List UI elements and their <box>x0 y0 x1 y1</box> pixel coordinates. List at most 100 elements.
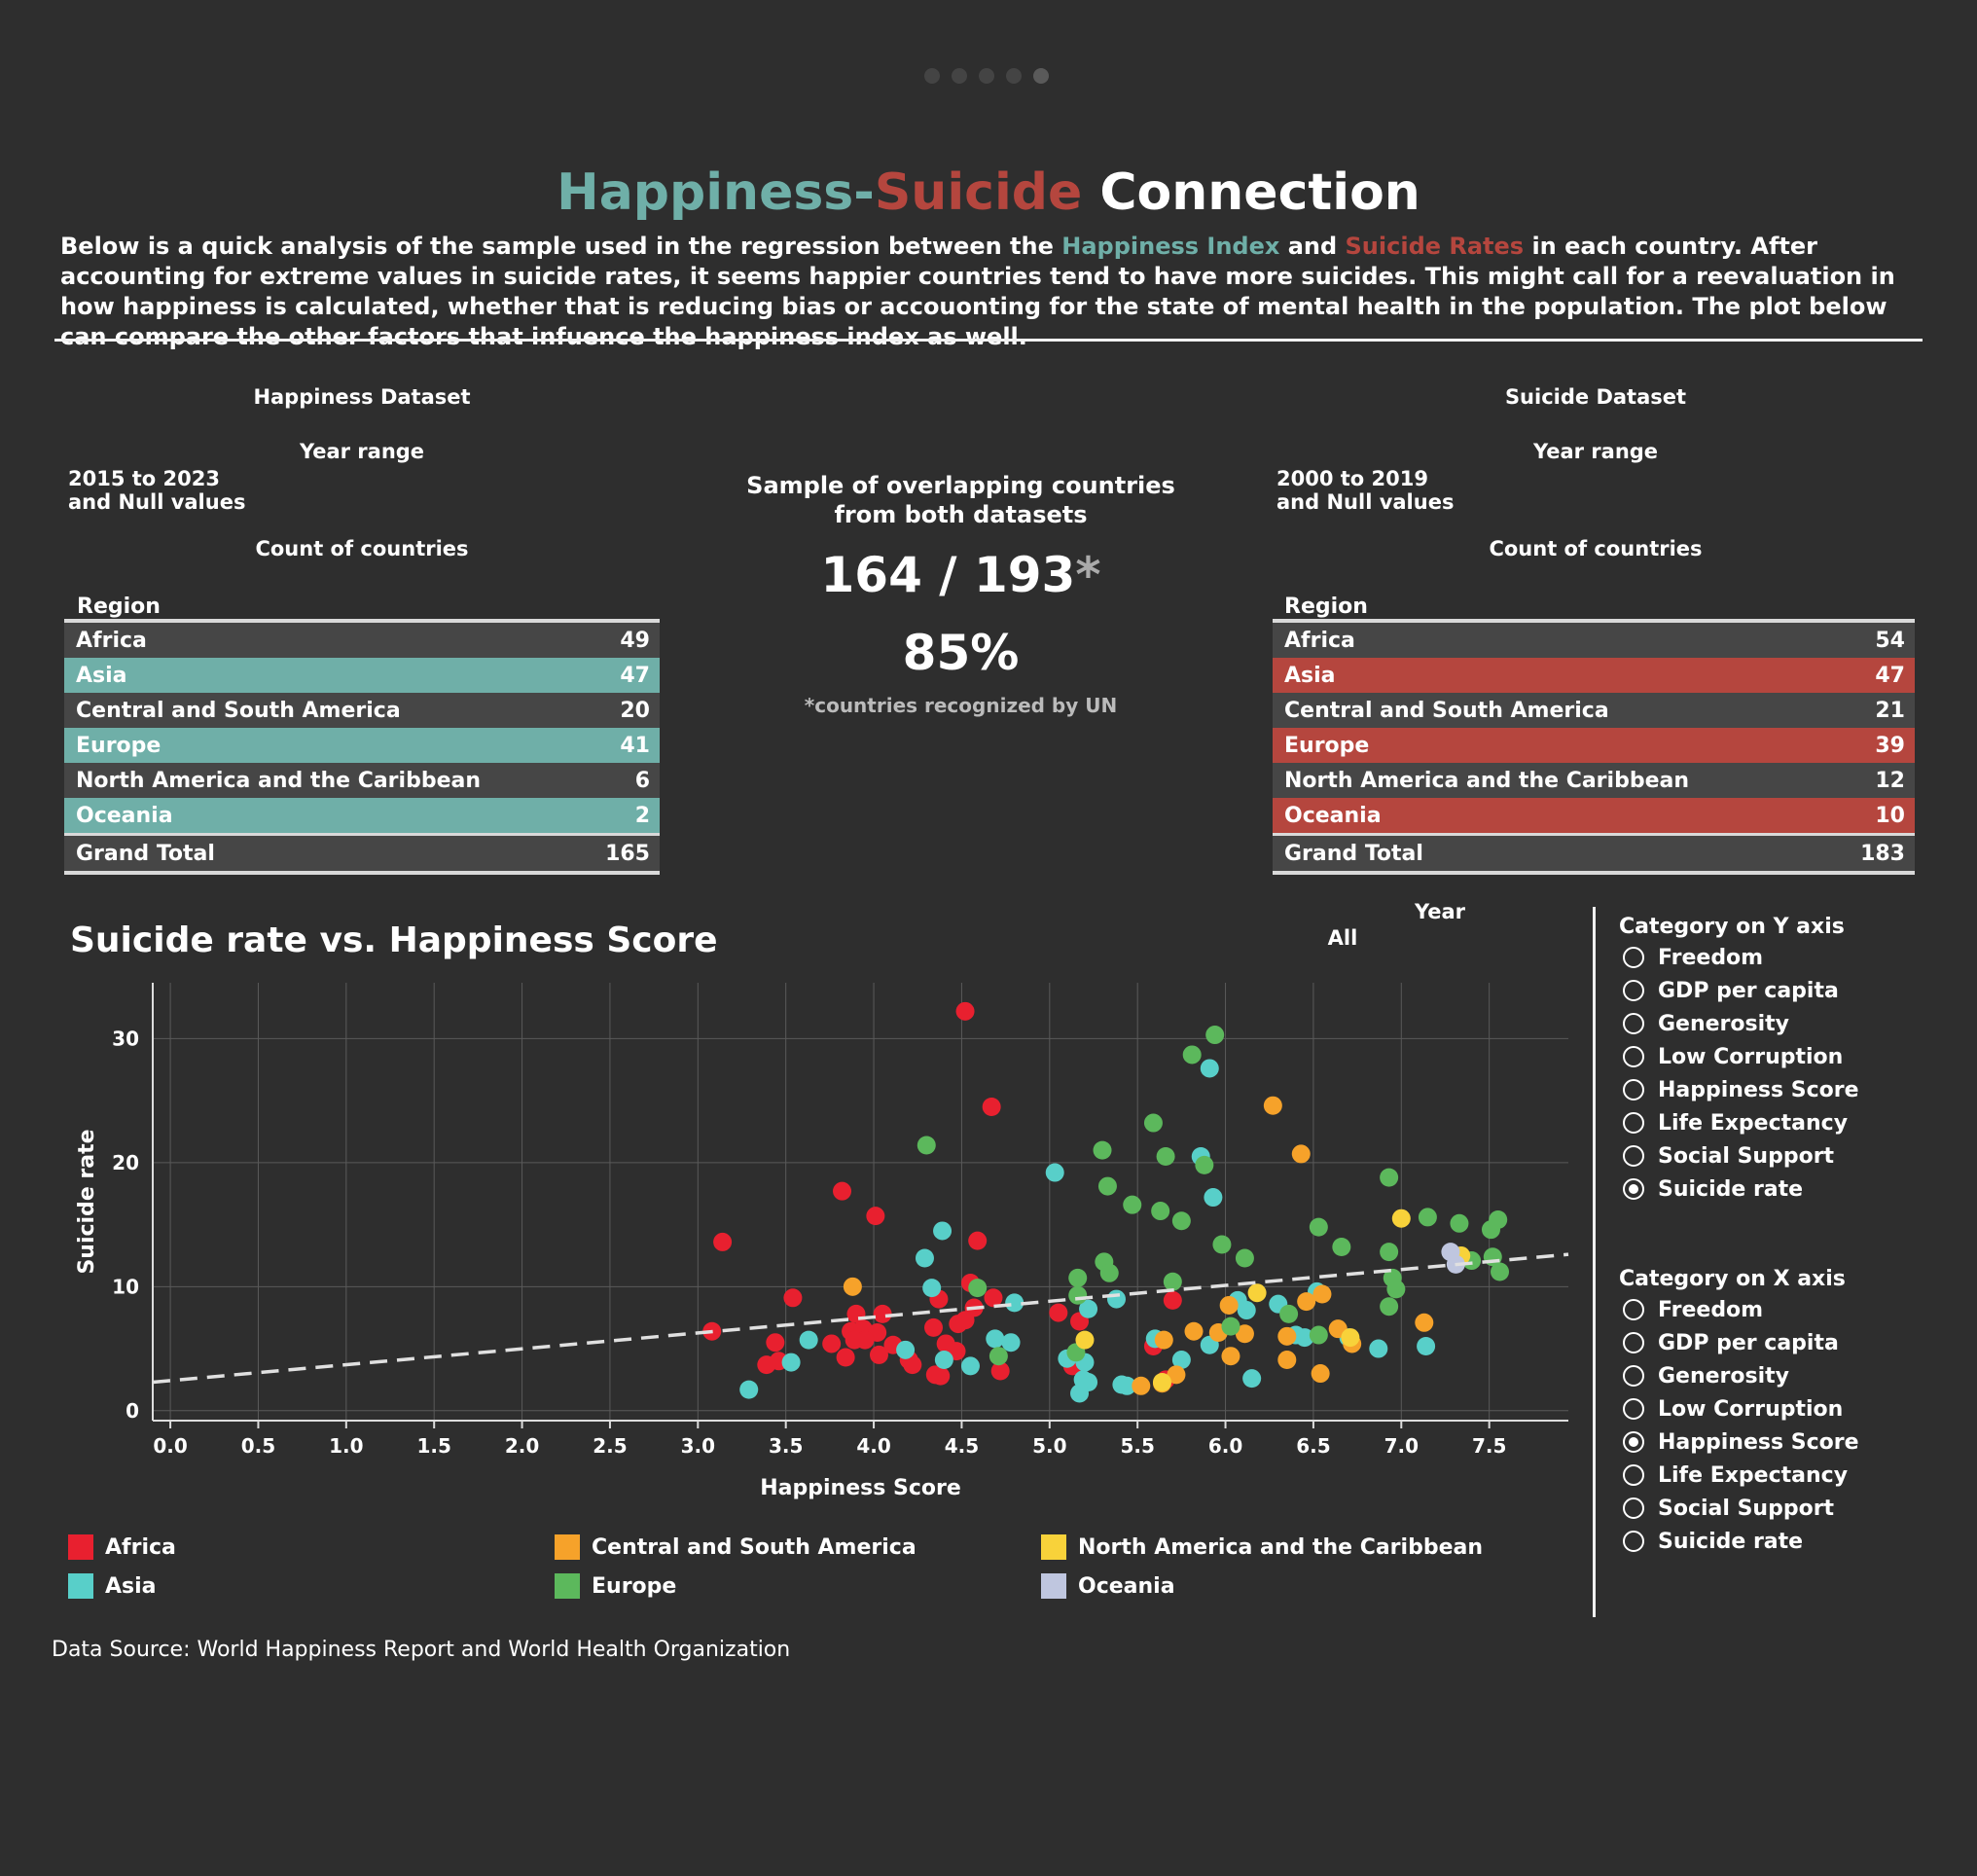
legend-swatch <box>1041 1534 1066 1560</box>
year-filter-value[interactable]: All <box>1327 926 1358 950</box>
radio-option[interactable]: GDP per capita <box>1623 1326 1859 1359</box>
radio-option[interactable]: Freedom <box>1623 941 1859 974</box>
data-point <box>1369 1339 1388 1358</box>
intro-text-1: Below is a quick analysis of the sample … <box>60 233 1062 260</box>
radio-button[interactable] <box>1623 980 1644 1001</box>
radio-button[interactable] <box>1623 1046 1644 1067</box>
data-point <box>1297 1292 1316 1312</box>
radio-option[interactable]: Suicide rate <box>1623 1172 1859 1206</box>
legend-item[interactable]: Africa <box>68 1533 555 1562</box>
suicide-dataset-title: Suicide Dataset <box>1504 385 1687 409</box>
data-point <box>1123 1195 1142 1214</box>
radio-button[interactable] <box>1623 1145 1644 1167</box>
radio-button[interactable] <box>1623 1497 1644 1519</box>
legend-item[interactable]: North America and the Caribbean <box>1041 1533 1528 1562</box>
y-axis-label: Suicide rate <box>75 1129 99 1274</box>
radio-option[interactable]: Happiness Score <box>1623 1425 1859 1459</box>
intro-highlight-suicide: Suicide Rates <box>1345 233 1525 260</box>
legend-item[interactable]: Central and South America <box>555 1533 1041 1562</box>
suicide-year-range-line2: and Null values <box>1276 490 1455 514</box>
data-point <box>1045 1163 1064 1182</box>
x-tick-label: 5.5 <box>1120 1434 1154 1458</box>
overlap-title: Sample of overlapping countries from bot… <box>739 471 1182 529</box>
radio-label: Generosity <box>1658 1011 1790 1036</box>
grand-total-value: 165 <box>579 833 660 875</box>
data-point <box>1221 1317 1240 1336</box>
radio-button[interactable] <box>1623 1464 1644 1486</box>
radio-button[interactable] <box>1623 1531 1644 1552</box>
radio-button[interactable] <box>1623 1431 1644 1453</box>
radio-button[interactable] <box>1623 1013 1644 1034</box>
y-tick-label: 0 <box>126 1399 139 1423</box>
radio-label: Life Expectancy <box>1658 1462 1849 1488</box>
x-tick-label: 2.5 <box>593 1434 627 1458</box>
radio-option[interactable]: Low Corruption <box>1623 1392 1859 1425</box>
pager-dot[interactable] <box>1033 68 1049 84</box>
scatter-plot[interactable]: 0.0 0.5 1.0 1.5 2.0 2.5 3.0 3.5 4.0 4.5 5.0 5.5 6.0 6… <box>0 963 1596 1508</box>
data-point <box>1219 1295 1239 1315</box>
radio-option[interactable]: Social Support <box>1623 1139 1859 1172</box>
pager-dot[interactable] <box>952 68 967 84</box>
data-point <box>1099 1263 1119 1282</box>
radio-option[interactable]: Freedom <box>1623 1293 1859 1326</box>
data-point <box>873 1304 892 1323</box>
y-axis-selector: Category on Y axis Freedom GDP per capita… <box>1619 915 1859 1206</box>
data-point <box>1167 1365 1186 1385</box>
count-cell: 39 <box>1828 728 1915 763</box>
data-point <box>1005 1293 1024 1313</box>
data-point <box>1247 1283 1267 1303</box>
radio-button[interactable] <box>1623 1365 1644 1387</box>
radio-button[interactable] <box>1623 1112 1644 1134</box>
region-cell: Central and South America <box>1273 693 1829 728</box>
data-point <box>1163 1290 1182 1310</box>
pager-dot[interactable] <box>1006 68 1022 84</box>
radio-option[interactable]: Social Support <box>1623 1492 1859 1525</box>
count-cell: 54 <box>1828 619 1915 658</box>
page-title: Happiness-Suicide Connection <box>0 163 1977 222</box>
radio-option[interactable]: Life Expectancy <box>1623 1459 1859 1492</box>
data-point <box>924 1317 944 1337</box>
radio-option[interactable]: Generosity <box>1623 1359 1859 1392</box>
radio-button[interactable] <box>1623 1299 1644 1320</box>
radio-label: Life Expectancy <box>1658 1110 1849 1136</box>
radio-option[interactable]: Happiness Score <box>1623 1073 1859 1106</box>
pager-dot[interactable] <box>979 68 994 84</box>
pager-dot[interactable] <box>924 68 940 84</box>
grand-total-value: 183 <box>1828 833 1915 875</box>
data-point <box>903 1355 922 1375</box>
radio-button[interactable] <box>1623 1332 1644 1353</box>
data-point <box>960 1356 980 1376</box>
data-point <box>1093 1140 1112 1160</box>
legend-item[interactable]: Europe <box>555 1571 1041 1601</box>
radio-option[interactable]: Suicide rate <box>1623 1525 1859 1558</box>
data-point <box>1450 1213 1469 1233</box>
table-row: North America and the Caribbean 6 <box>64 763 660 798</box>
radio-option[interactable]: Generosity <box>1623 1007 1859 1040</box>
radio-option[interactable]: Life Expectancy <box>1623 1106 1859 1139</box>
region-cell: Europe <box>1273 728 1829 763</box>
legend-label: North America and the Caribbean <box>1078 1534 1484 1560</box>
table-row: Europe 39 <box>1273 728 1915 763</box>
happiness-region-table: Africa 49 Asia 47 Central and South America 2… <box>64 619 660 875</box>
title-separator: - <box>853 163 875 222</box>
radio-button[interactable] <box>1623 947 1644 968</box>
controls-divider <box>1593 907 1596 1617</box>
legend-item[interactable]: Oceania <box>1041 1571 1528 1601</box>
happiness-region-header: Region <box>77 595 161 619</box>
data-point <box>869 1345 888 1364</box>
radio-button[interactable] <box>1623 1079 1644 1100</box>
data-point <box>1380 1297 1399 1317</box>
radio-option[interactable]: GDP per capita <box>1623 974 1859 1007</box>
y-axis-options: Freedom GDP per capita Generosity Low Corru… <box>1623 941 1859 1206</box>
overlap-percent: 85% <box>902 625 1020 681</box>
data-point <box>955 1311 975 1330</box>
radio-option[interactable]: Low Corruption <box>1623 1040 1859 1073</box>
legend-item[interactable]: Asia <box>68 1571 555 1601</box>
legend-swatch <box>68 1534 93 1560</box>
radio-label: Happiness Score <box>1658 1077 1859 1102</box>
radio-button[interactable] <box>1623 1178 1644 1200</box>
data-point <box>915 1248 934 1268</box>
overlap-ratio-value: 164 / 193 <box>820 547 1076 603</box>
slide-pager[interactable] <box>924 68 1049 84</box>
radio-button[interactable] <box>1623 1398 1644 1420</box>
